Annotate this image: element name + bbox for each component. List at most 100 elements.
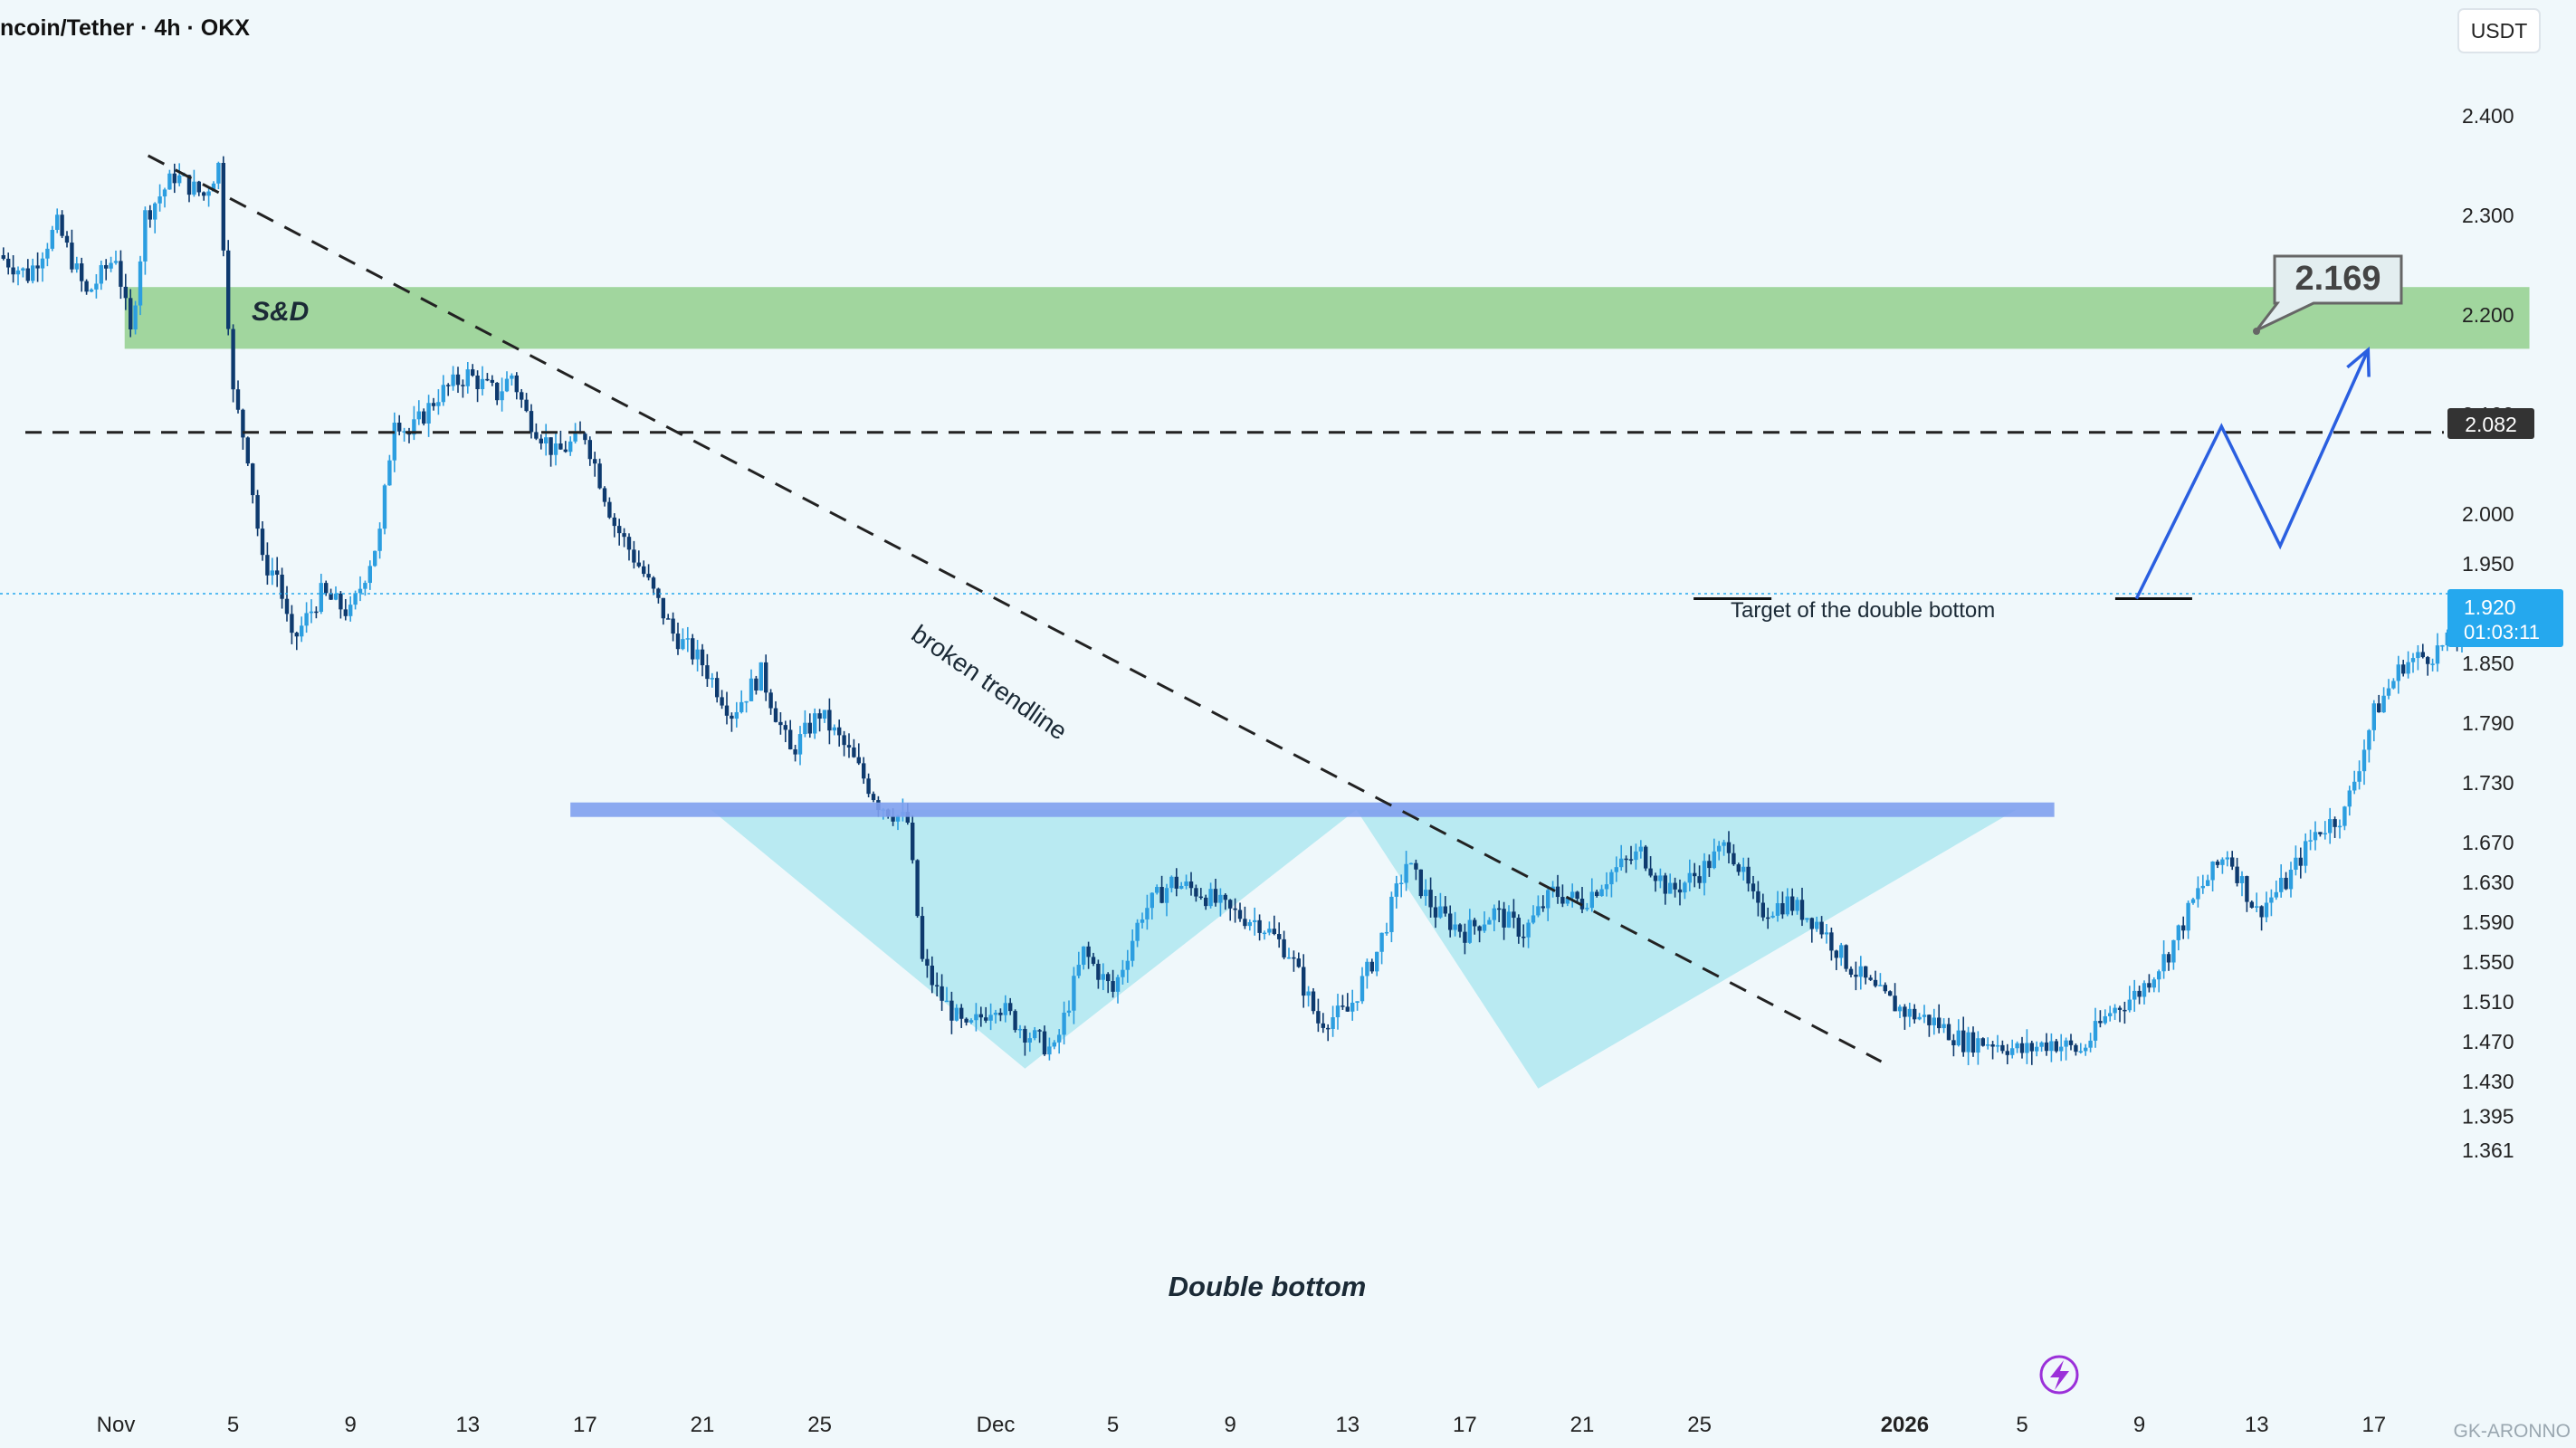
candle bbox=[788, 719, 793, 750]
x-tick-label: 5 bbox=[2016, 1413, 2027, 1437]
candle bbox=[1179, 881, 1184, 890]
x-tick-label: 2026 bbox=[1881, 1413, 1929, 1437]
x-tick-label: 9 bbox=[1225, 1413, 1236, 1437]
candle bbox=[2015, 1041, 2019, 1053]
candle bbox=[436, 389, 441, 415]
candle bbox=[1066, 1000, 1072, 1017]
candle bbox=[807, 713, 812, 738]
candle bbox=[974, 1003, 978, 1032]
candle bbox=[920, 906, 925, 962]
candle bbox=[529, 404, 534, 439]
candle bbox=[1868, 975, 1873, 981]
candle bbox=[1795, 897, 1799, 915]
candle bbox=[1340, 995, 1345, 1010]
candle bbox=[221, 156, 225, 257]
candle bbox=[1467, 909, 1472, 944]
candle bbox=[675, 622, 681, 655]
x-tick-label: 17 bbox=[2361, 1413, 2386, 1437]
candle bbox=[1932, 1008, 1936, 1035]
candle bbox=[632, 540, 636, 569]
symbol-title[interactable]: ncoin/Tether · 4h · OKX bbox=[0, 15, 250, 41]
watermark: GK-ARONNO bbox=[2453, 1421, 2571, 1442]
candle bbox=[622, 528, 626, 548]
candle bbox=[1487, 917, 1492, 925]
candle bbox=[2264, 891, 2269, 923]
candle bbox=[1531, 905, 1536, 925]
candle bbox=[1756, 881, 1760, 917]
candle bbox=[1760, 893, 1765, 921]
candle bbox=[1111, 969, 1115, 998]
candle bbox=[1233, 898, 1237, 923]
x-tick-label: 17 bbox=[1453, 1413, 1477, 1437]
candle bbox=[1913, 1004, 1917, 1024]
candle bbox=[758, 662, 763, 691]
candle bbox=[2044, 1033, 2049, 1056]
currency-button[interactable]: USDT bbox=[2457, 8, 2541, 53]
projection-target-value: 2.169 bbox=[2295, 260, 2380, 298]
x-tick-label: Dec bbox=[977, 1413, 1016, 1437]
candle bbox=[2088, 1033, 2093, 1053]
candle bbox=[1683, 881, 1687, 900]
candle bbox=[1121, 959, 1125, 985]
candle bbox=[1619, 844, 1624, 872]
candle bbox=[1194, 884, 1198, 902]
candle bbox=[1995, 1034, 2000, 1053]
candle bbox=[1741, 857, 1746, 881]
projection-path[interactable] bbox=[2134, 348, 2370, 600]
candle bbox=[661, 597, 665, 625]
neckline[interactable] bbox=[570, 802, 2055, 817]
candle bbox=[1522, 924, 1526, 948]
candle bbox=[2304, 833, 2308, 873]
candle bbox=[1013, 1009, 1017, 1033]
candle bbox=[1433, 896, 1438, 929]
candle bbox=[265, 542, 270, 586]
lightning-icon[interactable] bbox=[2039, 1355, 2079, 1395]
candles bbox=[1, 156, 2489, 1065]
candle bbox=[2005, 1043, 2009, 1065]
candle bbox=[671, 612, 675, 642]
candle bbox=[339, 591, 343, 619]
candle bbox=[2377, 694, 2381, 713]
candle bbox=[764, 654, 768, 701]
y-tick-label: 1.361 bbox=[2462, 1138, 2514, 1162]
candle bbox=[1858, 956, 1863, 990]
candle bbox=[1438, 892, 1443, 919]
candle bbox=[1027, 1032, 1032, 1053]
candle bbox=[314, 606, 319, 619]
candle bbox=[553, 431, 558, 466]
candle bbox=[2420, 643, 2425, 659]
candle bbox=[2010, 1039, 2015, 1059]
y-tick-label: 1.630 bbox=[2462, 871, 2514, 894]
candle bbox=[2239, 871, 2245, 897]
candle bbox=[1365, 958, 1369, 989]
sd-zone[interactable] bbox=[124, 287, 2530, 349]
candle bbox=[119, 250, 123, 300]
candle bbox=[915, 859, 920, 919]
candle bbox=[1658, 868, 1663, 889]
candle bbox=[216, 161, 221, 190]
candle bbox=[2225, 851, 2229, 867]
candle bbox=[1824, 923, 1829, 944]
candle bbox=[1169, 875, 1174, 893]
candle bbox=[300, 616, 304, 643]
candle bbox=[1443, 896, 1447, 917]
candle bbox=[940, 974, 944, 1012]
candle bbox=[2347, 786, 2352, 816]
double-bottom-right-valley bbox=[1356, 809, 2017, 1089]
candle bbox=[1204, 894, 1208, 910]
candle bbox=[153, 202, 157, 233]
candle bbox=[192, 169, 196, 197]
candle bbox=[597, 458, 602, 490]
candle bbox=[1677, 879, 1683, 906]
candle bbox=[319, 573, 323, 614]
candle bbox=[1512, 899, 1516, 929]
candle bbox=[123, 273, 128, 310]
candle bbox=[1770, 911, 1775, 919]
candle bbox=[143, 206, 148, 275]
candle bbox=[1282, 930, 1286, 960]
candle bbox=[636, 550, 641, 568]
candle bbox=[1790, 888, 1795, 916]
candle bbox=[1418, 869, 1423, 899]
candle bbox=[2068, 1034, 2074, 1051]
